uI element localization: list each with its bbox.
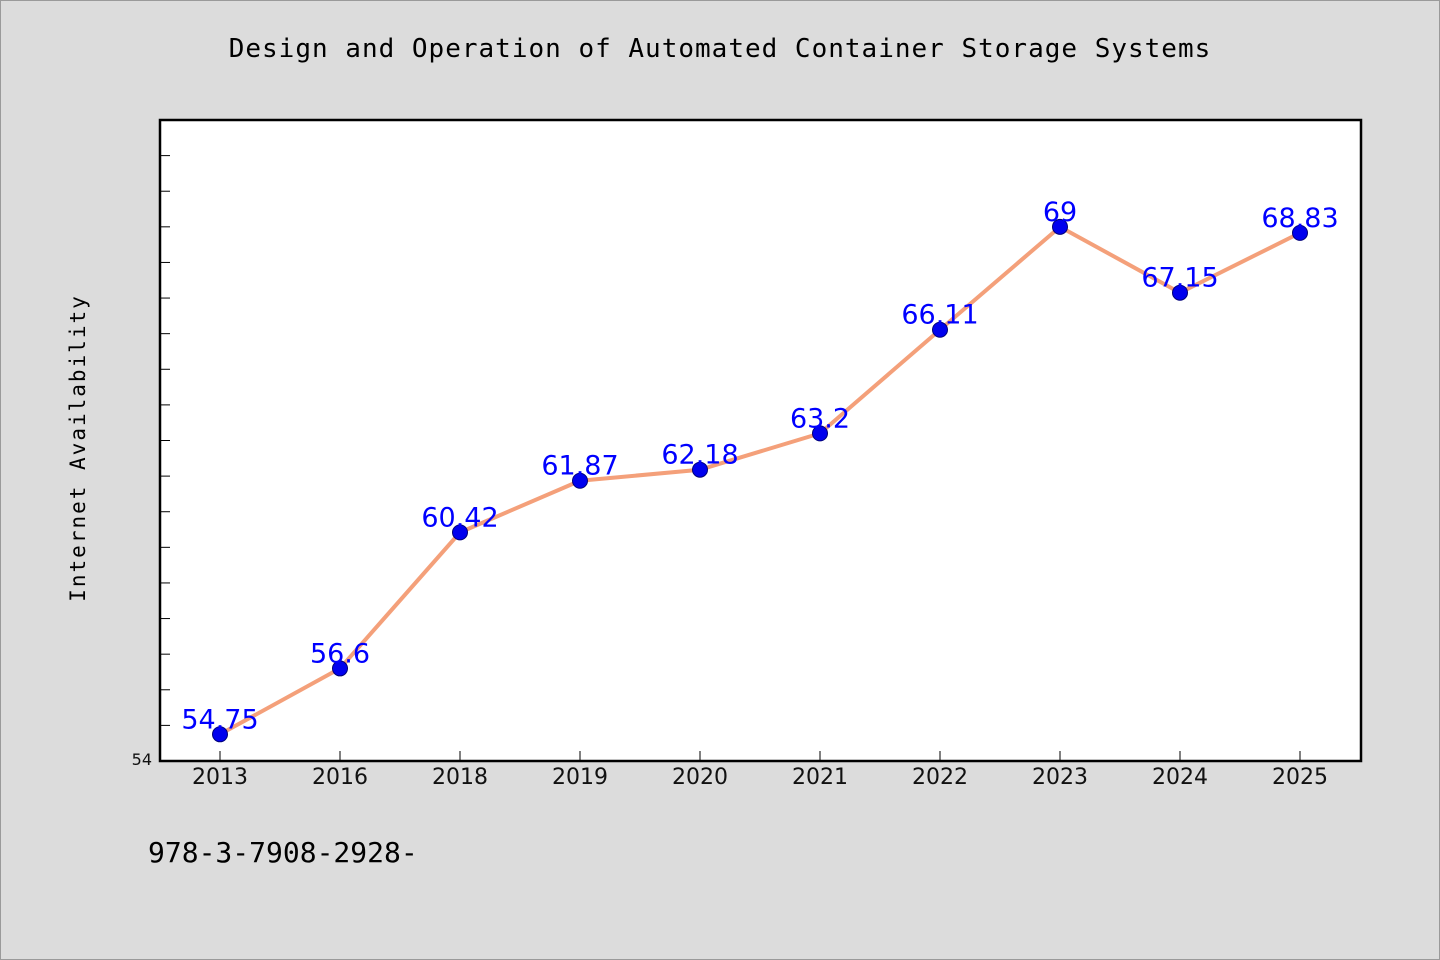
data-label: 61.87 bbox=[541, 451, 618, 482]
x-tick-label: 2023 bbox=[1032, 765, 1088, 790]
data-label: 68.83 bbox=[1261, 203, 1338, 234]
chart-title: Design and Operation of Automated Contai… bbox=[228, 34, 1212, 64]
footer-text: 978-3-7908-2928- bbox=[148, 836, 418, 869]
x-tick-label: 2016 bbox=[312, 765, 368, 790]
data-label: 60.42 bbox=[421, 502, 498, 533]
data-point bbox=[1172, 284, 1188, 301]
x-tick-label: 2024 bbox=[1152, 765, 1208, 790]
data-point bbox=[212, 726, 228, 743]
data-point bbox=[1052, 218, 1068, 235]
data-label: 69 bbox=[1043, 197, 1077, 228]
series-line bbox=[219, 224, 1301, 737]
data-point bbox=[932, 321, 948, 338]
x-tick-label: 2019 bbox=[552, 765, 608, 790]
x-tick-label: 2013 bbox=[192, 765, 248, 790]
y-tick-label: 54 bbox=[132, 750, 152, 769]
data-point bbox=[692, 461, 708, 478]
data-label: 54.75 bbox=[181, 704, 258, 735]
data-label: 63.2 bbox=[790, 403, 850, 434]
data-label: 62.18 bbox=[661, 440, 738, 471]
data-point bbox=[332, 660, 348, 677]
data-label: 67.15 bbox=[1141, 263, 1218, 294]
data-point bbox=[812, 425, 828, 442]
x-tick-label: 2022 bbox=[912, 765, 968, 790]
data-label: 56.6 bbox=[310, 638, 370, 669]
data-point bbox=[572, 472, 588, 489]
data-label: 66.11 bbox=[901, 300, 978, 331]
x-tick-label: 2020 bbox=[672, 765, 728, 790]
plot-area bbox=[158, 118, 1363, 763]
data-point bbox=[1292, 224, 1308, 241]
x-tick-label: 2021 bbox=[792, 765, 848, 790]
data-point bbox=[452, 524, 468, 541]
x-tick-label: 2018 bbox=[432, 765, 488, 790]
x-tick-label: 2025 bbox=[1272, 765, 1328, 790]
